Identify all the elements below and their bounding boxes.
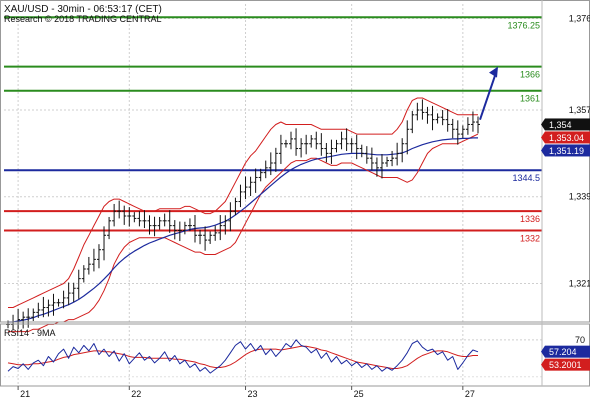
- y-tick-label: 1,321: [569, 278, 590, 288]
- rsi-tag-0-pointer: [541, 345, 545, 358]
- level-label: 1332: [520, 233, 540, 243]
- y-tick-label: 1,357: [569, 105, 590, 115]
- price-tag-1-pointer: [541, 131, 545, 144]
- x-tick-label: 27: [465, 389, 475, 399]
- rsi-tag-0-label: 57.204: [549, 347, 577, 357]
- y-tick-label: 1,339: [569, 192, 590, 202]
- moving-average-line: [8, 137, 478, 323]
- price-tag-1-label: 1,353.04: [549, 133, 584, 143]
- level-label: 1361: [520, 94, 540, 104]
- main-grid: [4, 4, 542, 322]
- y-tick-label: 1,376: [569, 13, 590, 23]
- level-label: 1336: [520, 214, 540, 224]
- forecast-arrow-head: [489, 66, 498, 78]
- rsi-tag-0-box: [545, 345, 590, 358]
- tags-layer: 1,354 1,353.04 1,351.19 57.204 53.2001: [541, 118, 590, 371]
- rsi-ma-line: [7, 345, 478, 369]
- rsi-title: RSI14 - 9MA: [4, 328, 56, 338]
- level-label: 1366: [520, 70, 540, 80]
- x-tick-label: 21: [20, 389, 30, 399]
- x-tick-label: 25: [354, 389, 364, 399]
- arrow-layer: [479, 66, 498, 120]
- price-tag-2-box: [545, 144, 590, 157]
- price-tag-0-label: 1,354: [549, 120, 572, 130]
- price-tag-0-pointer: [541, 118, 545, 131]
- bollinger-lower-line: [8, 133, 479, 333]
- price-tag-2-pointer: [541, 144, 545, 157]
- levels-layer: 1376.25 1366 1361 1344.5 1336 1332: [4, 16, 542, 243]
- x-tick-label: 22: [131, 389, 141, 399]
- candles-layer: [6, 99, 480, 330]
- bollinger-upper-line: [8, 97, 478, 308]
- forecast-arrow-shaft: [479, 72, 497, 120]
- rsi-tag-1-label: 53.2001: [549, 360, 582, 370]
- axis-layer: 1,376 1,357 1,339 1,321 70 21 22 23 25 27: [17, 13, 590, 399]
- chart-title: XAU/USD - 30min - 06:53:17 (CET): [4, 4, 162, 15]
- price-tag-2-label: 1,351.19: [549, 146, 584, 156]
- rsi-tag-1-box: [545, 358, 590, 371]
- copyright-text: Research © 2018 TRADING CENTRAL: [4, 14, 162, 24]
- price-tag-0-box: [545, 118, 590, 131]
- level-label: 1376.25: [507, 20, 540, 30]
- rsi-line: [7, 339, 479, 374]
- series-layer: [8, 97, 479, 333]
- rsi-tag-1-pointer: [541, 358, 545, 371]
- x-tick-label: 23: [248, 389, 258, 399]
- price-tag-1-box: [545, 131, 590, 144]
- level-label: 1344.5: [512, 173, 540, 183]
- rsi-layer: [7, 339, 479, 374]
- rsi-y-tick-label: 70: [575, 335, 585, 345]
